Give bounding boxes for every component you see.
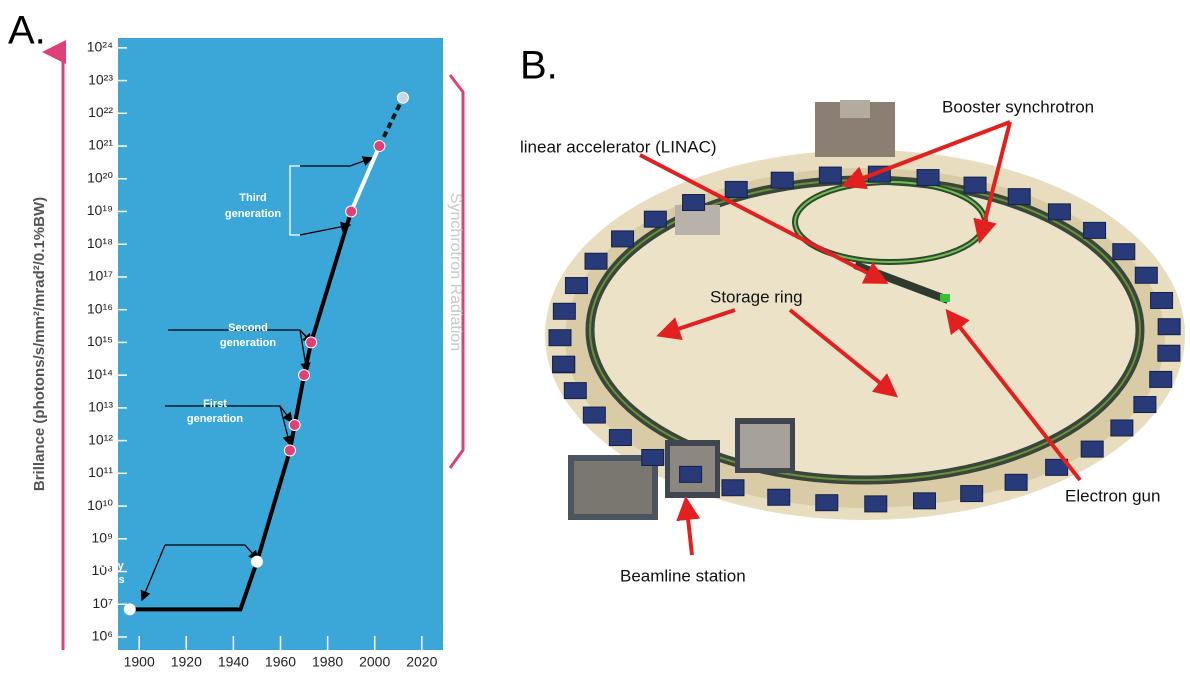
y-tick-label: 10⁶ xyxy=(92,628,113,644)
annotation: Second xyxy=(228,322,268,334)
annotation: generation xyxy=(220,337,277,349)
plot-background xyxy=(118,38,443,650)
equipment xyxy=(914,493,936,509)
equipment xyxy=(865,496,887,512)
equipment xyxy=(680,466,702,482)
figure: A. Brillance (photons/s/mm²/mrad²/0.1%BW… xyxy=(0,0,1190,673)
y-tick-label: 10²⁰ xyxy=(87,169,113,185)
equipment xyxy=(725,181,747,197)
panel-label: B. xyxy=(520,44,558,88)
equipment xyxy=(1158,319,1180,335)
y-tick-label: 10¹² xyxy=(88,431,113,447)
equipment xyxy=(1113,244,1135,260)
y-axis-label: Brillance (photons/s/mm²/mrad²/0.1%BW) xyxy=(31,197,48,491)
y-tick-label: 10¹⁶ xyxy=(87,300,113,316)
equipment xyxy=(1151,292,1173,308)
y-tick-label: 10¹⁵ xyxy=(87,333,113,349)
equipment xyxy=(964,177,986,193)
y-tick-label: 10¹⁷ xyxy=(88,268,113,284)
label: Beamline station xyxy=(620,566,746,585)
equipment xyxy=(612,231,634,247)
y-tick-label: 10⁹ xyxy=(91,529,113,545)
label: Booster synchrotron xyxy=(942,97,1094,116)
equipment xyxy=(1135,267,1157,283)
point xyxy=(251,556,262,567)
equipment xyxy=(549,330,571,346)
y-tick-label: 10²⁴ xyxy=(87,39,113,55)
y-tick-label: 10²³ xyxy=(88,71,113,87)
point xyxy=(374,141,385,152)
x-tick-label: 1940 xyxy=(218,654,249,670)
equipment xyxy=(1048,204,1070,220)
equipment xyxy=(961,486,983,502)
point xyxy=(346,206,357,217)
equipment xyxy=(1084,222,1106,238)
equipment xyxy=(585,253,607,269)
y-tick-label: 10¹³ xyxy=(88,399,113,415)
x-tick-label: 2020 xyxy=(406,654,437,670)
annotation: Third xyxy=(239,192,267,204)
equipment xyxy=(768,489,790,505)
y-tick-label: 10⁷ xyxy=(92,595,113,611)
equipment xyxy=(1111,420,1133,436)
y-tick-label: 10¹⁴ xyxy=(87,366,113,382)
label: Storage ring xyxy=(710,287,803,306)
equipment xyxy=(1134,397,1156,413)
equipment xyxy=(1005,474,1027,490)
x-tick-label: 2000 xyxy=(359,654,390,670)
equipment xyxy=(553,356,575,372)
equipment xyxy=(1081,441,1103,457)
equipment xyxy=(644,211,666,227)
page: {"chart_data": {"type": "line", "panel_l… xyxy=(0,0,1190,673)
equipment xyxy=(683,195,705,211)
y-tick-label: 10²² xyxy=(88,104,113,120)
equipment xyxy=(722,480,744,496)
y-tick-label: 10¹⁰ xyxy=(87,497,113,513)
bracket-label: Synchrotron Radiation xyxy=(447,193,464,351)
point xyxy=(306,337,317,348)
equipment xyxy=(564,383,586,399)
equipment xyxy=(1158,345,1180,361)
label: linear accelerator (LINAC) xyxy=(520,137,717,156)
x-tick-label: 1920 xyxy=(171,654,202,670)
annotation: generation xyxy=(187,413,244,425)
y-tick-label: 10¹¹ xyxy=(88,464,113,480)
annotation: X-ray xyxy=(96,560,124,572)
x-tick-label: 1960 xyxy=(265,654,296,670)
equipment xyxy=(819,167,841,183)
point xyxy=(299,370,310,381)
label: Electron gun xyxy=(1065,486,1160,505)
accelerator-illustration xyxy=(545,100,1185,520)
equipment xyxy=(1008,189,1030,205)
point xyxy=(289,419,300,430)
equipment xyxy=(771,172,793,188)
y-tick-label: 10¹⁸ xyxy=(87,235,113,251)
panel-label: A. xyxy=(8,9,46,53)
equipment xyxy=(609,430,631,446)
x-tick-label: 1900 xyxy=(124,654,155,670)
equipment xyxy=(583,407,605,423)
annotation: tubes xyxy=(95,574,124,586)
annotation: First xyxy=(203,398,227,410)
equipment xyxy=(1150,371,1172,387)
point xyxy=(397,92,408,103)
equipment xyxy=(816,495,838,511)
y-tick-label: 10¹⁹ xyxy=(87,202,113,218)
equipment xyxy=(565,278,587,294)
equipment xyxy=(917,170,939,186)
annotation: generation xyxy=(225,208,282,220)
point xyxy=(124,604,135,615)
x-tick-label: 1980 xyxy=(312,654,343,670)
equipment xyxy=(553,303,575,319)
point xyxy=(284,445,295,456)
y-tick-label: 10²¹ xyxy=(88,137,113,153)
equipment xyxy=(642,449,664,465)
